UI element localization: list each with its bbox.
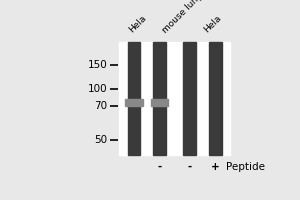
Bar [119, 42, 230, 155]
Bar [183, 42, 196, 155]
Bar [209, 42, 222, 155]
Text: 150: 150 [88, 60, 107, 70]
Bar [151, 99, 168, 106]
Text: Peptide: Peptide [226, 162, 265, 172]
Text: +: + [211, 162, 220, 172]
Text: mouse lung: mouse lung [160, 0, 204, 35]
Text: Hela: Hela [202, 14, 223, 35]
Text: Hela: Hela [128, 14, 148, 35]
Text: -: - [158, 162, 162, 172]
Text: 50: 50 [94, 135, 107, 145]
Text: 70: 70 [94, 101, 107, 111]
Bar [128, 42, 140, 155]
Bar [125, 99, 143, 106]
Text: -: - [188, 162, 192, 172]
Text: 100: 100 [88, 84, 107, 94]
Bar [153, 42, 166, 155]
